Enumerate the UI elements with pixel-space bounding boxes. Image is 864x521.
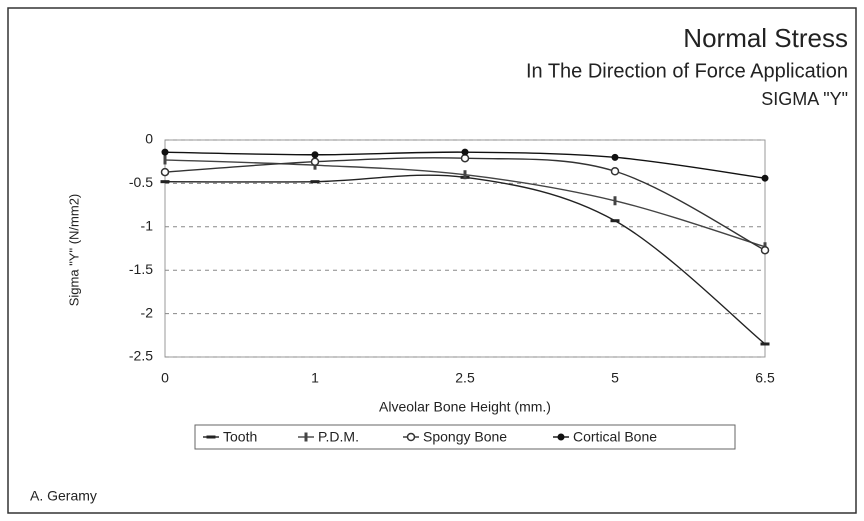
y-tick-label: -0.5 [129, 174, 153, 190]
x-tick-label: 2.5 [455, 370, 475, 386]
marker [760, 245, 770, 255]
x-tick-label: 0 [161, 370, 169, 386]
chart-subtitle: SIGMA "Y" [761, 89, 848, 109]
series-line [164, 174, 766, 345]
y-axis-label: Sigma "Y" (N/mm2) [66, 194, 81, 307]
x-tick-label: 5 [611, 370, 619, 386]
legend-label: Spongy Bone [423, 429, 507, 445]
marker [460, 153, 470, 163]
marker [160, 180, 170, 184]
legend-marker [557, 433, 565, 441]
marker [161, 148, 169, 156]
chart-title: Normal Stress [683, 23, 848, 53]
legend: Tooth P.D.M. Spongy Bone Cortical Bone [194, 424, 736, 450]
legend-label: Tooth [223, 429, 257, 445]
marker [310, 157, 320, 166]
legend-label: P.D.M. [318, 429, 359, 445]
y-tick-label: -2 [141, 304, 154, 320]
legend-marker [406, 432, 416, 442]
marker [160, 167, 170, 177]
x-tick-label: 6.5 [755, 370, 775, 386]
marker [760, 342, 770, 346]
marker [311, 151, 319, 159]
y-tick-label: -1.5 [129, 261, 153, 277]
legend-marker [304, 432, 308, 442]
chart-subtitle: In The Direction of Force Application [526, 60, 848, 82]
y-tick-label: -1 [141, 218, 154, 234]
marker [761, 174, 769, 182]
marker [463, 170, 467, 180]
marker [610, 166, 620, 176]
marker [610, 219, 620, 223]
marker [461, 148, 469, 156]
legend-marker [206, 435, 216, 439]
marker [613, 196, 617, 206]
y-tick-label: -2.5 [129, 348, 153, 364]
legend-box [194, 424, 736, 450]
marker [611, 153, 619, 161]
x-axis-label: Alveolar Bone Height (mm.) [379, 399, 551, 415]
marker [310, 180, 320, 184]
frame [7, 7, 857, 514]
legend-label: Cortical Bone [573, 429, 657, 445]
marker [163, 155, 167, 165]
author-note: A. Geramy [30, 488, 97, 504]
x-tick-label: 1 [311, 370, 319, 386]
y-tick-label: 0 [145, 131, 153, 147]
